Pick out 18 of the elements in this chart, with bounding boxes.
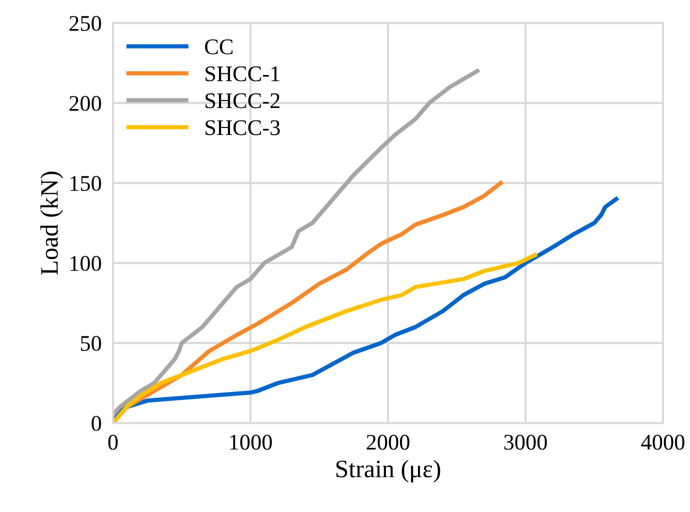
x-tick-label: 2000 <box>366 434 410 450</box>
y-axis-title: Load (kN) <box>40 172 63 275</box>
legend-label: SHCC-1 <box>206 66 280 82</box>
legend-label: SHCC-2 <box>206 93 280 108</box>
x-axis-title: Strain (με) <box>336 460 440 483</box>
y-tick-label: 250 <box>70 16 102 31</box>
x-tick-label: 1000 <box>230 434 272 450</box>
y-tick-label: 0 <box>92 416 102 431</box>
y-tick-label: 200 <box>70 96 102 111</box>
x-tick-label: 4000 <box>641 434 684 450</box>
y-tick-label: 50 <box>80 336 102 351</box>
x-tick-label: 3000 <box>504 434 547 450</box>
legend-label: SHCC-3 <box>206 120 280 136</box>
legend-label: CC <box>205 39 233 54</box>
y-tick-label: 150 <box>70 176 102 191</box>
x-tick-label: 0 <box>108 434 118 450</box>
y-tick-label: 100 <box>70 256 102 271</box>
line-series <box>113 252 538 423</box>
